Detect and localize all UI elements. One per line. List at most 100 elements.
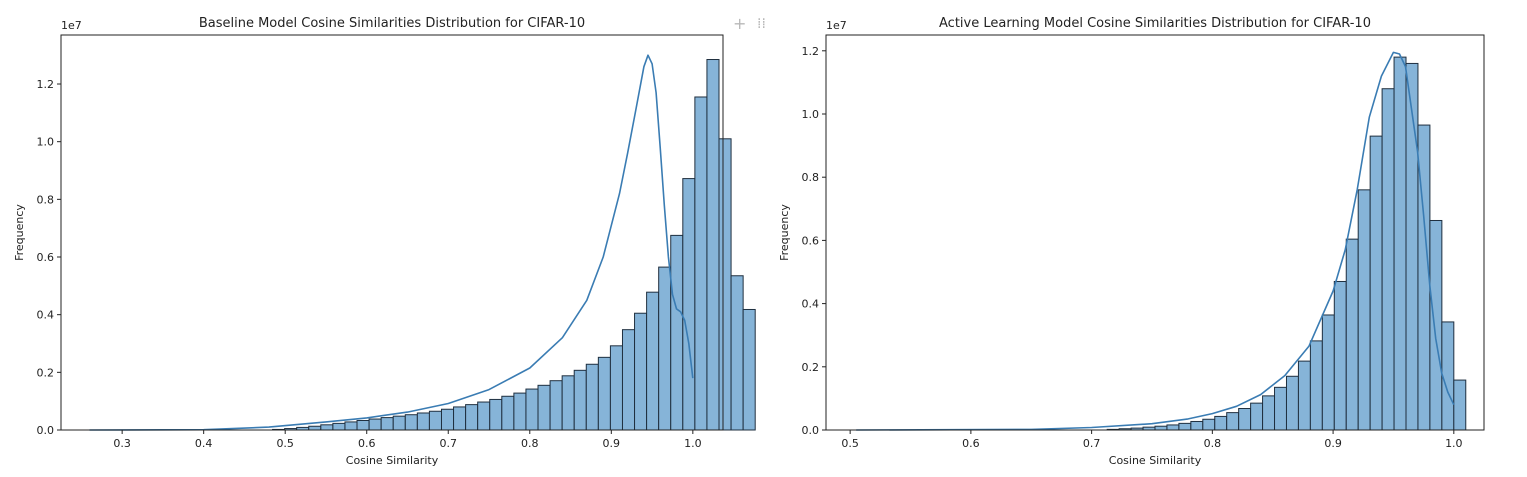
histogram-bar [1393,56,1407,431]
histogram-bar [453,406,467,431]
histogram-bar [404,414,418,431]
histogram-bar [513,392,527,431]
x-tick-label: 0.7 [440,437,458,450]
y-tick-label: 0.8 [802,171,820,184]
x-tick-label: 1.0 [1445,437,1463,450]
histogram-bar [1441,321,1455,431]
axes-frame [825,34,1485,431]
histogram-bar [428,410,442,431]
histogram-bar [561,375,575,431]
histogram-bar [332,422,346,431]
chart-title: Active Learning Model Cosine Similaritie… [939,16,1371,31]
histogram-bar [1357,189,1371,431]
x-tick-label: 0.4 [195,437,213,450]
histogram-bar [634,312,648,431]
histogram-bar [1274,386,1287,431]
histogram-bar [646,291,660,431]
histogram-bar [730,275,744,431]
y-tick-label: 1.2 [802,45,820,58]
y-tick-label: 0.2 [802,361,820,374]
histogram-bar [477,401,491,431]
y-axis-label: Frequency [778,204,791,261]
histogram-bar [742,308,756,431]
x-tick-label: 0.9 [603,437,621,450]
y-tick-label: 0.4 [802,298,820,311]
active-learning-histogram-chart: 0.5 0.6 0.7 0.8 0.9 1.0 0.0 0.2 0.4 0.6 0.8 1.0 1.2 1… [778,16,1485,467]
histogram-bar [718,138,732,431]
histogram-bar [706,59,720,431]
x-tick-label: 0.5 [841,437,859,450]
histogram-bar [465,404,479,431]
histogram-bar [537,384,551,431]
y-tick-label: 0.6 [37,251,55,264]
histogram-bar [1226,412,1240,431]
y-tick-label: 0.2 [37,366,55,379]
histogram-bar [1262,395,1276,431]
y-tick-label: 1.0 [37,136,55,149]
histogram-bar [609,345,623,431]
drag-handle-icon[interactable]: ⁞⁞ [757,16,766,32]
histogram-bar [368,418,382,431]
y-tick-label: 0.0 [802,424,820,437]
histogram-bar [489,398,503,431]
x-tick-label: 0.7 [1083,437,1101,450]
histogram-bar [1453,379,1467,431]
y-scale-label: 1e7 [826,19,847,32]
chart-title: Baseline Model Cosine Similarities Distr… [199,16,585,31]
y-tick-label: 0.0 [37,424,55,437]
x-tick-label: 0.8 [521,437,539,450]
histogram-bar [1297,360,1311,431]
histogram-bar [621,329,636,431]
histogram-bar [549,380,563,431]
histogram-bar [344,421,358,431]
y-tick-label: 0.6 [802,234,820,247]
histogram-bar [1238,408,1252,431]
add-cell-icon[interactable]: + [733,14,747,33]
histogram-bar [1285,375,1299,431]
y-tick-label: 1.0 [802,108,820,121]
histogram-bar [1202,418,1216,431]
histogram-bar [392,415,406,431]
y-scale-label: 1e7 [61,19,82,32]
histogram-bar [585,363,599,431]
histogram-bar [1178,422,1192,431]
x-tick-label: 0.9 [1324,437,1342,450]
x-tick-label: 1.0 [684,437,702,450]
histogram-bar [694,96,708,431]
histogram-bar [1309,340,1323,431]
histogram-bar [1154,425,1168,431]
histogram-bar [1405,62,1419,431]
y-tick-label: 0.8 [37,193,55,206]
histogram-bar [440,408,455,431]
histogram-bar [1250,402,1264,431]
histogram-bar [416,412,430,431]
axes-frame [60,34,724,431]
histogram-bar [682,178,696,431]
histogram-bar [1214,415,1228,431]
histogram-bar [1369,135,1383,431]
x-tick-label: 0.5 [276,437,294,450]
histogram-bar [1429,219,1443,431]
baseline-histogram-chart: 0.3 0.4 0.5 0.6 0.7 0.8 0.9 1.0 0.0 0.2 0.4 0.6 0.8 1… [13,16,756,467]
histogram-bar [573,369,587,431]
histogram-bar [308,425,322,431]
histogram-bar [1190,420,1204,431]
histogram-bar [356,419,370,431]
y-tick-label: 0.4 [37,309,55,322]
y-axis-label: Frequency [13,204,26,261]
histogram-bar [1321,314,1335,431]
x-tick-label: 0.6 [358,437,376,450]
x-tick-label: 0.6 [962,437,980,450]
x-tick-label: 0.8 [1204,437,1222,450]
x-axis-label: Cosine Similarity [346,454,439,467]
histogram-bar [1333,280,1347,431]
histogram-bar [320,424,334,431]
x-axis-label: Cosine Similarity [1109,454,1202,467]
histogram-bar [1381,88,1395,431]
histogram-bar [1166,424,1180,431]
histogram-bar [597,356,611,431]
histogram-bar [525,388,539,431]
histogram-bar [501,395,515,431]
histogram-bar [1345,238,1359,431]
